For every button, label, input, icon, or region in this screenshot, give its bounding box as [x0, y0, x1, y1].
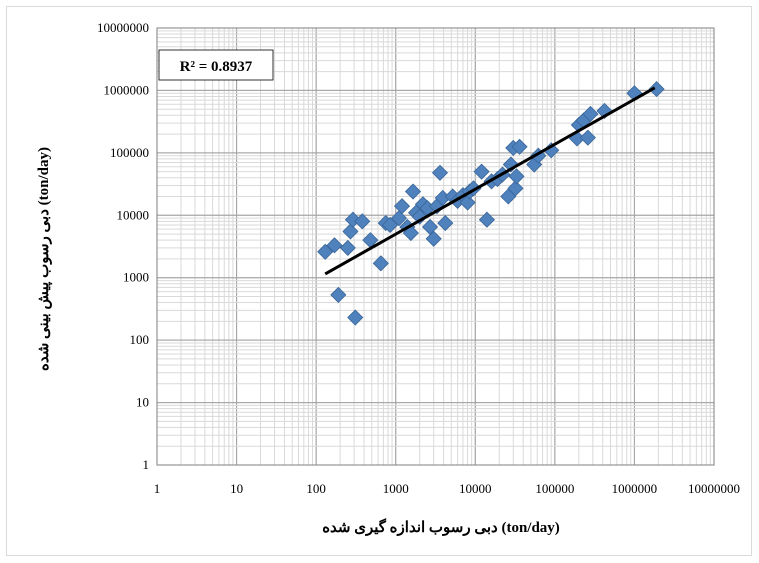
data-point	[431, 164, 449, 181]
x-tick-label: 100000	[535, 481, 574, 496]
x-tick-label: 10000	[459, 481, 492, 496]
r2-annotation: R² = 0.8937	[180, 59, 253, 75]
trendline	[324, 86, 656, 276]
y-tick-label: 1000000	[104, 82, 150, 97]
data-point	[317, 243, 334, 260]
data-point	[511, 138, 528, 155]
data-point	[404, 183, 422, 200]
y-axis-title: دبی رسوب پیش بینی شده (ton/day)	[36, 147, 53, 371]
data-point	[372, 255, 389, 272]
r2-annotation-box: R² = 0.8937	[158, 49, 274, 81]
data-point	[582, 105, 599, 123]
data-point	[354, 213, 371, 230]
data-point	[411, 208, 428, 225]
data-points	[317, 81, 665, 326]
y-tick-label: 100000	[110, 145, 149, 160]
x-axis-title: دبی رسوب اندازه گیری شده (ton/day)	[322, 518, 560, 536]
data-point	[648, 81, 665, 98]
data-point	[390, 210, 408, 227]
data-point	[382, 216, 399, 234]
y-tick-label: 1000	[123, 270, 149, 285]
data-point	[473, 163, 490, 180]
x-tick-label: 10000000	[688, 481, 740, 496]
data-point	[347, 309, 364, 326]
x-tick-label: 1000	[383, 481, 409, 496]
data-point	[330, 286, 347, 303]
data-point	[425, 230, 442, 247]
chart-frame: 1 10 100 1000 10000 100000 1000000 10000000 1 10 1…	[6, 6, 752, 556]
data-point	[339, 239, 356, 256]
y-tick-label: 1	[143, 457, 150, 472]
scatter-chart: 1 10 100 1000 10000 100000 1000000 10000000 1 10 1…	[36, 20, 740, 536]
x-tick-label: 100	[306, 481, 326, 496]
y-tick-label: 10000000	[97, 20, 149, 35]
tick-labels: 1 10 100 1000 10000 100000 1000000 10000000 1 10 1…	[97, 20, 740, 496]
data-point	[326, 237, 343, 254]
data-point	[459, 194, 476, 211]
y-tick-label: 10	[136, 395, 149, 410]
data-point	[478, 211, 495, 228]
data-point	[579, 129, 596, 146]
grid-layer	[156, 27, 715, 466]
plot-area-border	[156, 27, 715, 466]
x-tick-label: 1	[154, 481, 161, 496]
data-point	[393, 198, 411, 215]
data-point	[342, 223, 359, 240]
data-point	[437, 215, 454, 232]
data-point	[507, 180, 524, 197]
x-tick-label: 10	[230, 481, 243, 496]
y-tick-label: 10000	[117, 207, 150, 222]
y-tick-label: 100	[130, 332, 150, 347]
data-point	[508, 168, 525, 185]
x-tick-label: 1000000	[612, 481, 658, 496]
